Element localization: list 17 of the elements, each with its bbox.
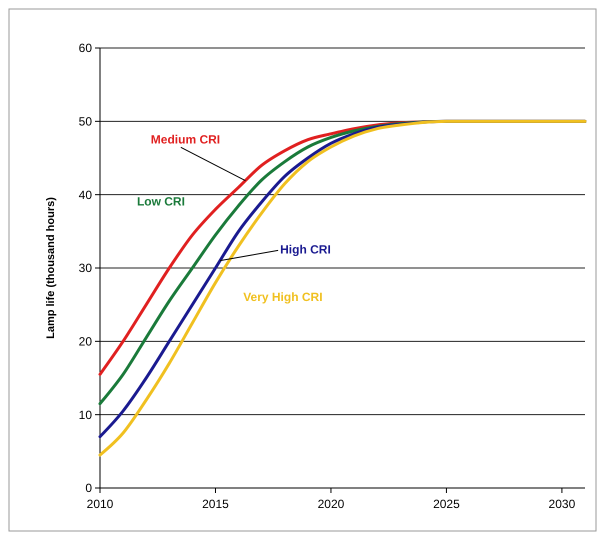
x-tick-label: 2030 bbox=[548, 497, 576, 511]
x-tick-label: 2010 bbox=[86, 497, 114, 511]
text: Medium CRI bbox=[150, 132, 220, 146]
y-tick-label: 30 bbox=[78, 261, 92, 276]
y-axis-title: Lamp life (thousand hours) bbox=[45, 196, 57, 339]
x-tick-label: 2015 bbox=[202, 497, 230, 511]
y-tick-label: 60 bbox=[78, 41, 92, 56]
text: Low CRI bbox=[136, 194, 185, 209]
text: High CRI bbox=[280, 242, 331, 256]
y-tick-label: 20 bbox=[78, 334, 92, 349]
x-tick-label: 2020 bbox=[318, 497, 345, 511]
y-tick-label: 50 bbox=[78, 114, 92, 129]
y-tick-label: 0 bbox=[85, 481, 92, 496]
y-tick-label: 10 bbox=[78, 408, 92, 422]
y-tick-label: 40 bbox=[78, 188, 92, 202]
x-tick-label: 2025 bbox=[433, 497, 460, 511]
text: Very High CRI bbox=[243, 290, 323, 304]
